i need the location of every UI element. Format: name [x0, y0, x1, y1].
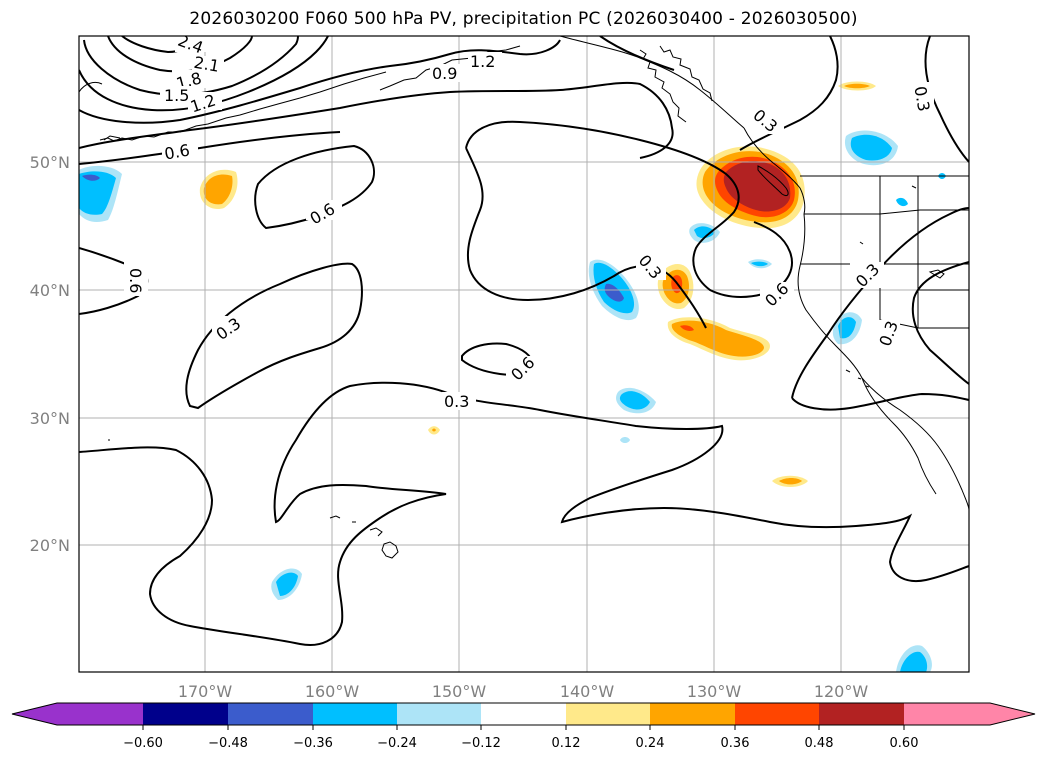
- colorbar-tick: −0.48: [208, 736, 248, 751]
- lat-label: 40°N: [30, 281, 70, 300]
- precip-negative-area: [604, 283, 624, 302]
- pv-contour-0-6-center: [465, 120, 793, 298]
- colorbar-segment: [904, 703, 990, 725]
- colorbar-segment: [566, 703, 650, 725]
- lat-label: 50°N: [30, 153, 70, 172]
- precip-negative-area: [751, 261, 768, 267]
- plot-area: [79, 36, 969, 672]
- pv-contour-0-3-east: [739, 36, 839, 151]
- pv-contour-0-9: [79, 81, 674, 159]
- latitude-labels: 50°N 40°N 30°N 20°N: [30, 153, 70, 555]
- colorbar-tick: −0.12: [461, 736, 501, 751]
- pv-contour-1-5: [79, 36, 329, 112]
- colorbar-segment: [228, 703, 313, 725]
- plot-frame: [78, 35, 970, 673]
- precip-negative-area: [619, 391, 650, 410]
- inland-lakes: [859, 185, 945, 279]
- contour-label: 1.2: [470, 52, 495, 71]
- colorbar-tick: −0.36: [293, 736, 333, 751]
- pv-contour-0-6-north: [79, 131, 341, 165]
- lon-label: 150°W: [432, 682, 487, 701]
- colorbar-segment: [57, 703, 143, 725]
- precip-negative-area: [79, 171, 116, 215]
- precip-positive-area: [432, 428, 436, 432]
- colorbar: −0.60 −0.48 −0.36 −0.24 −0.12 0.12 0.24 …: [11, 702, 1036, 751]
- colorbar-tick: 0.60: [890, 736, 919, 751]
- lon-label: 170°W: [178, 682, 233, 701]
- russia-coast: [79, 81, 121, 141]
- map-title: 2026030200 F060 500 hPa PV, precipitatio…: [189, 9, 858, 29]
- aleutian-islands: [99, 71, 387, 142]
- contour-label: 1.5: [164, 86, 189, 105]
- pv-contour-0-3-loop: [185, 262, 363, 410]
- colorbar-tick: 0.24: [636, 736, 665, 751]
- precip-negative-area: [900, 651, 928, 672]
- lon-label: 140°W: [560, 682, 615, 701]
- precip-negative-area: [276, 572, 298, 596]
- baja-california: [861, 377, 937, 495]
- vancouver-island: [757, 165, 789, 197]
- lon-label: 130°W: [687, 682, 742, 701]
- colorbar-segment: [650, 703, 735, 725]
- pv-contour-0-3-se-lower: [791, 392, 969, 411]
- colorbar-segment: [481, 703, 566, 725]
- contour-label: 0.3: [910, 85, 933, 113]
- precip-negative-area: [694, 226, 715, 239]
- colorbar-extend-max: [990, 703, 1035, 725]
- state-border-wa-or: [804, 209, 969, 215]
- colorbar-segment: [819, 703, 904, 725]
- pv-contour-labels: 2.4 2.1 1.8 1.5 1.2 1.2 0.9 0.6 0.6 0.6 …: [124, 36, 934, 411]
- colorbar-tick: 0.12: [552, 736, 581, 751]
- colorbar-segment: [143, 703, 228, 725]
- precip-positive-area: [203, 174, 233, 205]
- colorbar-tick: −0.24: [377, 736, 417, 751]
- graticule: [79, 36, 969, 672]
- lat-label: 30°N: [30, 409, 70, 428]
- colorbar-extend-min: [12, 703, 57, 725]
- colorbar-outline: [11, 702, 1036, 726]
- hawaii-islands: [329, 515, 399, 559]
- colorbar-tick: −0.60: [123, 736, 163, 751]
- pv-contour-1-2: [79, 39, 561, 124]
- precip-positive-area: [844, 83, 870, 89]
- precip-positive-area: [680, 325, 694, 331]
- precip-negative-area: [896, 197, 908, 207]
- precip-positive-area: [671, 320, 764, 357]
- pv-contour-0-3-right: [911, 261, 969, 385]
- longitude-labels: 170°W 160°W 150°W 140°W 130°W 120°W: [178, 682, 869, 701]
- precip-negative-area: [838, 317, 856, 339]
- precip-negative-area: [850, 134, 892, 161]
- pv-contour-1-8: [83, 36, 299, 96]
- contour-label: 0.6: [163, 140, 191, 163]
- colorbar-segment: [397, 703, 481, 725]
- channel-islands: [845, 369, 870, 388]
- contour-label: 0.3: [444, 392, 469, 411]
- precip-positive-area: [779, 478, 802, 485]
- contour-label: 0.6: [126, 268, 145, 293]
- pv-contour-0-3-middle: [465, 147, 707, 329]
- colorbar-tick: 0.36: [721, 736, 750, 751]
- precip-negative-area: [620, 437, 630, 443]
- lon-label: 160°W: [305, 682, 360, 701]
- pv-contour-0-6-west: [254, 144, 375, 230]
- contour-label: 0.9: [432, 64, 457, 83]
- alaska-coast: [559, 36, 745, 129]
- pv-contour-0-3-big: [79, 381, 969, 646]
- colorbar-tick: 0.48: [805, 736, 834, 751]
- pv-contour-0-3-ne: [924, 36, 969, 163]
- pv-contour-1-2-north: [599, 36, 675, 71]
- lon-label: 120°W: [814, 682, 869, 701]
- colorbar-segment: [313, 703, 397, 725]
- precip-negative-area: [82, 174, 100, 181]
- colorbar-segment: [735, 703, 819, 725]
- bc-coast: [743, 127, 806, 215]
- precip-positive-area: [723, 161, 791, 212]
- lat-label: 20°N: [30, 536, 70, 555]
